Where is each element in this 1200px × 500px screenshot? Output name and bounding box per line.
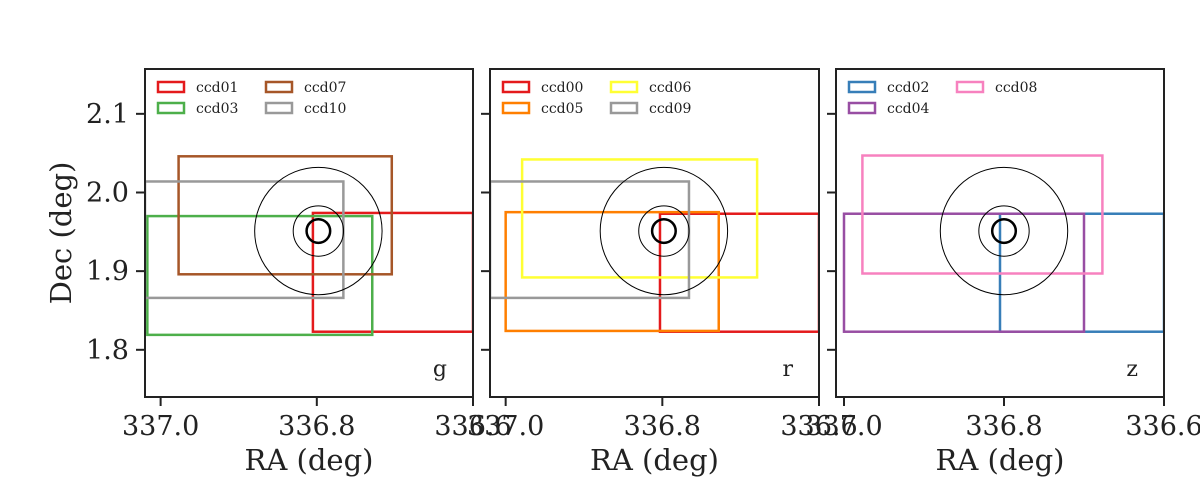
- legend-label-ccd08: ccd08: [995, 80, 1037, 96]
- aperture-circle-2: [978, 205, 1030, 257]
- legend: ccd02 ccd04 ccd08: [847, 80, 1037, 117]
- panel-z: 337.0 336.8 336.6 RA (deg) z ccd02 ccd04 ccd08: [805, 68, 1200, 477]
- x-axis-label: RA (deg): [245, 443, 374, 477]
- x-axis-label: RA (deg): [936, 443, 1065, 477]
- target-marker-circle: [990, 217, 1018, 245]
- x-tick-label: 336.8: [965, 411, 1042, 442]
- panel-frame: [835, 68, 1165, 398]
- y-tick-label: 2.1: [86, 99, 129, 130]
- plot-area: [490, 158, 819, 333]
- band-label-g: g: [433, 357, 447, 382]
- ccd-footprint-ccd10: [145, 180, 345, 300]
- legend-swatch-ccd03: [156, 101, 186, 115]
- target-marker-circle: [305, 217, 332, 245]
- aperture-circle-1: [599, 166, 729, 296]
- aperture-circle-2: [638, 205, 690, 257]
- band-label-r: r: [782, 357, 793, 382]
- legend-label-ccd06: ccd06: [649, 80, 692, 96]
- target-marker-circle: [650, 217, 677, 245]
- plot-area: [842, 154, 1164, 333]
- ccd-footprint-ccd08: [861, 154, 1104, 275]
- legend-label-ccd09: ccd09: [649, 101, 691, 117]
- legend-swatch-ccd08: [955, 80, 985, 94]
- plot-area: [145, 155, 473, 337]
- aperture-circle-1: [939, 166, 1069, 296]
- x-tick-label: 336.8: [624, 411, 701, 442]
- ccd-footprint-ccd06: [520, 158, 759, 279]
- legend-swatch-ccd05: [501, 101, 531, 115]
- legend-label-ccd04: ccd04: [887, 101, 930, 117]
- y-axis-label: Dec (deg): [44, 162, 78, 305]
- panel-frame: [144, 68, 474, 398]
- y-tick-label: 1.8: [86, 335, 129, 366]
- aperture-circle-1: [254, 166, 383, 296]
- x-tick-label: 337.0: [467, 411, 544, 442]
- legend-swatch-ccd00: [501, 80, 531, 94]
- ccd-footprint-ccd00: [658, 212, 819, 333]
- legend-swatch-ccd02: [847, 80, 877, 94]
- legend-swatch-ccd04: [847, 101, 877, 115]
- x-tick-label: 336.6: [780, 411, 857, 442]
- legend: ccd00 ccd05 ccd06 ccd09: [501, 80, 692, 117]
- x-tick-label: 336.6: [434, 411, 511, 442]
- x-tick-label: 336.8: [278, 411, 355, 442]
- legend-swatch-ccd10: [264, 101, 294, 115]
- x-tick-label: 337.0: [805, 411, 882, 442]
- legend-label-ccd02: ccd02: [887, 80, 929, 96]
- panels: 1.8 1.9 2.0 2.1 337.0 336.8 336.6 RA (deg) g ccd0…: [86, 68, 1200, 477]
- legend-swatch-ccd06: [609, 80, 639, 94]
- panel-frame: [489, 68, 820, 398]
- legend-swatch-ccd01: [156, 80, 186, 94]
- legend-swatch-ccd09: [609, 101, 639, 115]
- ccd-footprint-ccd09: [490, 180, 691, 300]
- legend-label-ccd07: ccd07: [304, 80, 346, 96]
- ccd-footprint-ccd07: [177, 155, 394, 276]
- legend-label-ccd01: ccd01: [196, 80, 238, 96]
- x-tick-label: 336.6: [1125, 411, 1200, 442]
- legend-label-ccd00: ccd00: [541, 80, 583, 96]
- panel-r: 337.0 336.8 336.6RA (deg)rccd00ccd05ccd06c…: [467, 68, 858, 477]
- x-axis-label: RA (deg): [590, 443, 719, 477]
- aperture-circle-2: [292, 205, 345, 257]
- y-tick-label: 2.0: [86, 177, 129, 208]
- panel-g: 1.8 1.9 2.0 2.1 337.0 336.8 336.6 RA (deg) g ccd0…: [86, 68, 512, 477]
- legend: ccd01 ccd03 ccd07 ccd10: [156, 80, 346, 117]
- legend-label-ccd10: ccd10: [304, 101, 346, 117]
- band-label-z: z: [1126, 357, 1138, 382]
- legend-label-ccd05: ccd05: [541, 101, 583, 117]
- legend-swatch-ccd07: [264, 80, 294, 94]
- legend-label-ccd03: ccd03: [196, 101, 238, 117]
- x-tick-label: 337.0: [122, 411, 199, 442]
- y-tick-label: 1.9: [86, 256, 129, 287]
- ccd-footprint-ccd05: [504, 210, 720, 333]
